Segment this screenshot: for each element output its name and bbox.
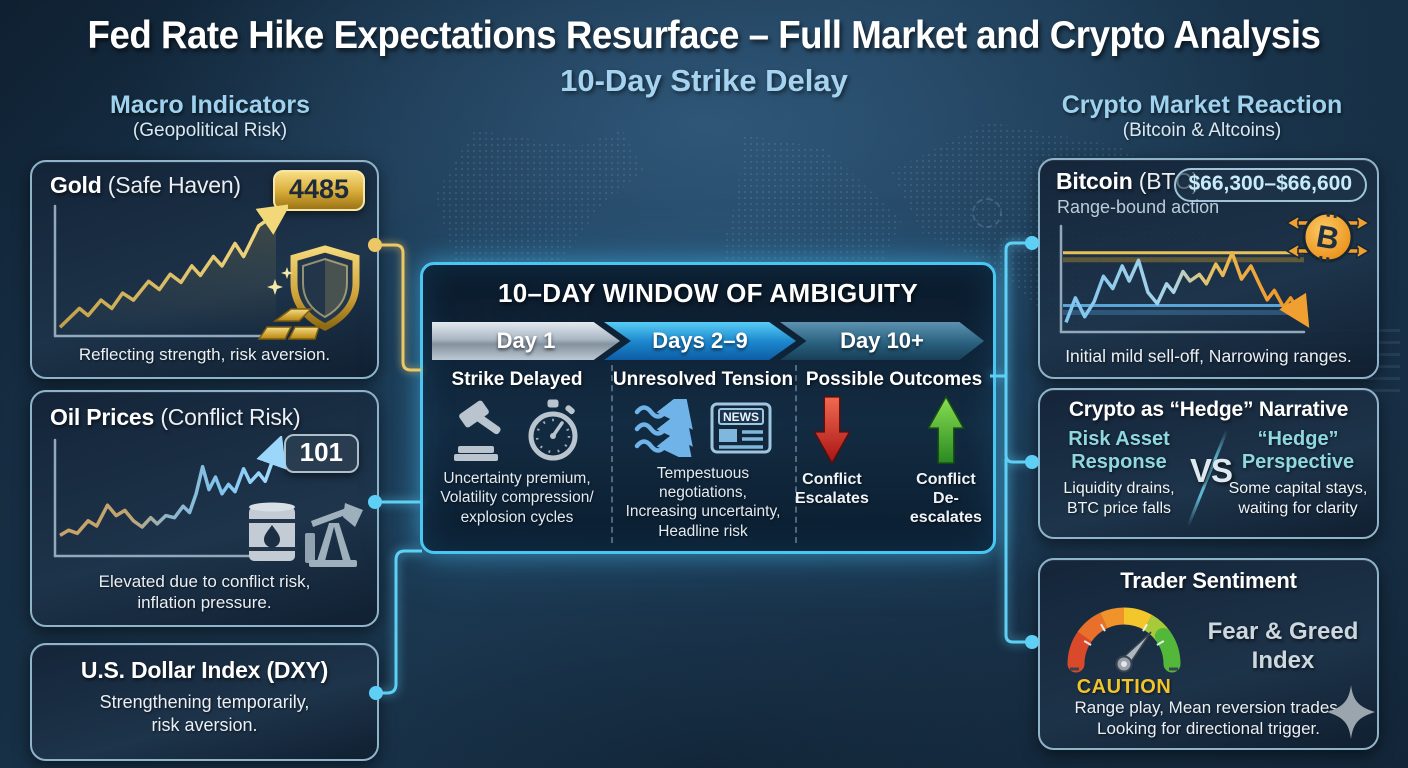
hedge-perspective-block: “Hedge” Perspective Some capital stays, … bbox=[1227, 428, 1369, 518]
gold-bars-icon bbox=[257, 308, 321, 340]
ambiguity-window-panel: 10–DAY WINDOW OF AMBIGUITY Day 1 Days 2–… bbox=[420, 262, 996, 554]
stage-strike-delayed: Strike Delayed Uncertainty premium, Vola bbox=[423, 369, 611, 541]
stage2-text: Tempestuous negotiations, Increasing unc… bbox=[625, 464, 781, 540]
trader-card-title: Trader Sentiment bbox=[1120, 568, 1297, 593]
hedge-card-title: Crypto as “Hedge” Narrative bbox=[1068, 398, 1349, 421]
pump-jack-icon bbox=[305, 503, 363, 567]
stage-separator-1 bbox=[611, 365, 613, 543]
waves-icon bbox=[634, 399, 693, 458]
oil-price-chart bbox=[53, 436, 287, 558]
hedge-perspective-text: Some capital stays, waiting for clarity bbox=[1228, 480, 1368, 517]
trader-connector-dot bbox=[1025, 635, 1039, 649]
stage-unresolved-tension: Unresolved Tension NEWS bbox=[611, 369, 795, 541]
gold-title-main: Gold bbox=[50, 172, 102, 198]
hedge-narrative-card: Crypto as “Hedge” Narrative VS Risk Asse… bbox=[1038, 388, 1379, 539]
stage-possible-outcomes: Possible Outcomes Conflict Escalates bbox=[795, 369, 993, 541]
outcome-escalates-label: Conflict Escalates bbox=[795, 471, 869, 508]
trader-sentiment-card: Trader Sentiment CAUTION Fear & Greed In… bbox=[1038, 558, 1379, 750]
stage2-heading: Unresolved Tension bbox=[612, 369, 794, 390]
gold-trend-chart bbox=[53, 204, 288, 338]
gavel-icon bbox=[454, 400, 501, 461]
oil-card-title: Oil Prices (Conflict Risk) bbox=[50, 404, 301, 431]
oil-value-badge: 101 bbox=[283, 434, 359, 473]
crypto-reaction-heading: Crypto Market Reaction bbox=[1061, 91, 1343, 119]
stage1-text: Uncertainty premium, Volatility compress… bbox=[440, 470, 594, 526]
hud-circle-decoration bbox=[972, 198, 1002, 228]
diamond-sparkle-icon bbox=[1327, 685, 1375, 739]
gold-card-caption: Reflecting strength, risk aversion. bbox=[78, 345, 331, 365]
stage3-heading: Possible Outcomes bbox=[805, 369, 983, 390]
bitcoin-card-caption: Initial mild sell-off, Narrowing ranges. bbox=[1065, 345, 1352, 366]
news-icon-label: NEWS bbox=[723, 410, 759, 424]
timeline-arrow-days2-9: Days 2–9 bbox=[604, 322, 796, 360]
oil-icons bbox=[247, 502, 363, 567]
risk-asset-block: Risk Asset Response Liquidity drains, BT… bbox=[1048, 428, 1190, 518]
stage1-heading: Strike Delayed bbox=[451, 369, 583, 390]
news-icon: NEWS bbox=[710, 402, 772, 454]
up-arrow-icon bbox=[927, 395, 965, 464]
sparkle-icon bbox=[267, 267, 293, 295]
dxy-card-title: U.S. Dollar Index (DXY) bbox=[80, 657, 329, 683]
vs-label: VS bbox=[1190, 452, 1233, 489]
oil-barrel-icon bbox=[247, 502, 297, 561]
gold-card: Gold (Safe Haven) 4485 bbox=[30, 160, 379, 379]
page-title: Fed Rate Hike Expectations Resurface – F… bbox=[87, 14, 1321, 57]
dxy-card: U.S. Dollar Index (DXY) Strengthening te… bbox=[30, 643, 379, 761]
oil-card-caption: Elevated due to conflict risk, inflation… bbox=[98, 571, 311, 613]
timeline-arrow-day10: Day 10+ bbox=[780, 322, 984, 360]
panel-title: 10–DAY WINDOW OF AMBIGUITY bbox=[498, 278, 918, 308]
hedge-perspective-heading: “Hedge” Perspective bbox=[1241, 428, 1355, 473]
macro-indicators-heading: Macro Indicators bbox=[109, 91, 311, 119]
risk-asset-text: Liquidity drains, BTC price falls bbox=[1063, 480, 1175, 517]
gauge-icon bbox=[1067, 607, 1181, 673]
gold-title-sub: (Safe Haven) bbox=[101, 172, 241, 198]
btc-range-chart bbox=[1059, 224, 1310, 334]
down-arrow-icon bbox=[813, 396, 851, 465]
dxy-card-caption: Strengthening temporarily, risk aversion… bbox=[99, 692, 310, 736]
timeline-arrows: Day 1 Days 2–9 Day 10+ bbox=[432, 322, 984, 360]
oil-title-main: Oil Prices bbox=[50, 404, 155, 430]
fear-greed-index-label: Fear & Greed Index bbox=[1207, 618, 1359, 674]
risk-asset-heading: Risk Asset Response bbox=[1068, 428, 1170, 473]
timeline-arrow-day1: Day 1 bbox=[432, 322, 620, 360]
stage-separator-2 bbox=[795, 365, 797, 543]
bitcoin-card-subtitle: Range-bound action bbox=[1057, 197, 1220, 217]
stopwatch-icon bbox=[528, 399, 578, 461]
oil-card: Oil Prices (Conflict Risk) 101 bbox=[30, 390, 379, 627]
bitcoin-title-main: Bitcoin bbox=[1056, 168, 1133, 194]
oil-title-sub: (Conflict Risk) bbox=[154, 404, 301, 430]
gold-value-badge: 4485 bbox=[272, 170, 365, 211]
crypto-reaction-subheading: (Bitcoin & Altcoins) bbox=[1122, 120, 1282, 141]
outcome-deescalates-label: Conflict De-escalates bbox=[909, 471, 982, 527]
bitcoin-card: Bitcoin (BTC) $66,300–$66,600 Range-boun… bbox=[1038, 158, 1379, 379]
outcome-deescalates: Conflict De-escalates bbox=[899, 395, 993, 528]
btc-range-badge: $66,300–$66,600 bbox=[1173, 168, 1367, 202]
page-subtitle: 10-Day Strike Delay bbox=[560, 63, 848, 98]
outcome-escalates: Conflict Escalates bbox=[795, 395, 869, 528]
bitcoin-coin-icon: B bbox=[1285, 211, 1371, 263]
macro-indicators-subheading: (Geopolitical Risk) bbox=[132, 120, 288, 141]
caution-label: CAUTION bbox=[1076, 676, 1172, 698]
gold-card-title: Gold (Safe Haven) bbox=[50, 172, 241, 199]
hedge-connector-dot bbox=[1025, 455, 1039, 469]
shield-icon bbox=[257, 245, 360, 340]
